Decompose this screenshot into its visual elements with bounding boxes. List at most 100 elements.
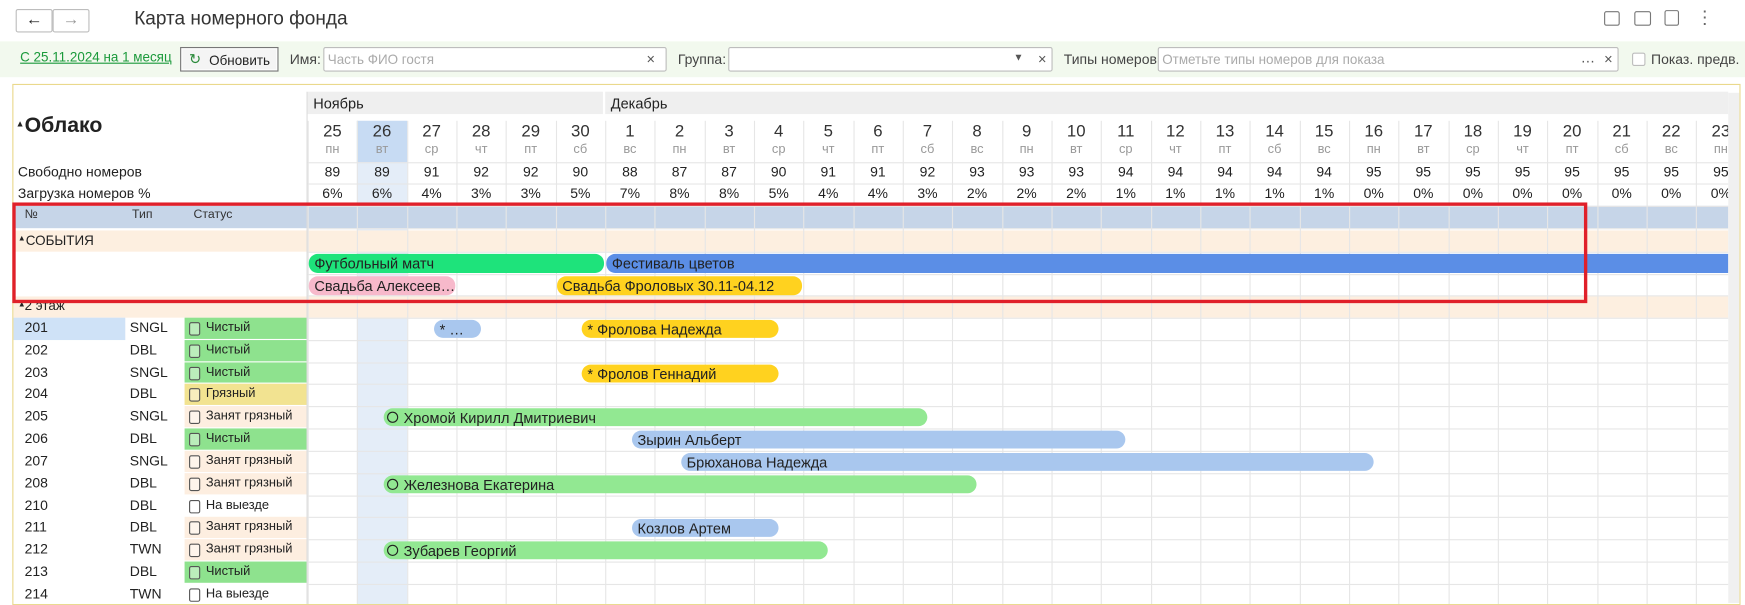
weekday: чт [1516, 143, 1529, 157]
event-bar: Фестиваль цветов [606, 253, 1729, 273]
load-percent: 1% [1264, 185, 1285, 202]
grid-hline [307, 228, 1729, 230]
refresh-icon: ↻ [189, 50, 202, 68]
free-count: 91 [870, 164, 886, 181]
forward-button[interactable]: → [52, 8, 90, 33]
period-link[interactable]: С 25.11.2024 на 1 месяц [20, 49, 172, 65]
booking-bar[interactable]: * Фролова Надежда [581, 319, 779, 338]
types-input[interactable]: Отметьте типы номеров для показа … × [1157, 46, 1619, 72]
room-type: DBL [129, 430, 157, 447]
day-number: 25 [323, 121, 342, 141]
room-type: DBL [129, 475, 157, 491]
refresh-button[interactable]: ↻ Обновить [180, 46, 279, 72]
day-number: 3 [724, 121, 734, 141]
free-count: 87 [721, 164, 737, 181]
status-cell [184, 339, 307, 361]
day-number: 18 [1463, 121, 1483, 141]
room-status: Чистый [205, 431, 251, 446]
booking-bar[interactable]: Железнова Екатерина [383, 475, 978, 494]
status-cell [184, 583, 307, 605]
dropdown-icon[interactable]: ▼ [1013, 51, 1024, 63]
save-icon[interactable] [1604, 11, 1620, 26]
name-label: Имя: [289, 51, 321, 68]
free-count: 93 [969, 164, 985, 181]
grid-hline [307, 205, 1729, 207]
event-bar: Свадьба Алексеев… [308, 275, 456, 295]
day-number: 9 [1021, 121, 1032, 141]
grid-hline [307, 450, 1729, 452]
weekday: пн [1366, 143, 1381, 157]
free-count: 88 [622, 164, 638, 181]
weekday: пн [1713, 143, 1728, 157]
more-menu[interactable]: ⋮ [1695, 8, 1714, 28]
load-percent: 0% [1611, 185, 1632, 202]
free-count: 91 [820, 164, 837, 181]
name-input[interactable]: Часть ФИО гостя × [323, 46, 667, 72]
clear-icon[interactable]: × [1038, 50, 1047, 68]
room-number: 205 [24, 408, 48, 425]
room-number: 213 [24, 563, 48, 580]
event-bar: Свадьба Фроловых 30.11-04.12 [556, 275, 803, 295]
booking-bar[interactable]: Брюханова Надежда [681, 452, 1374, 471]
booking-bar[interactable]: * Фролов Геннадий [581, 364, 779, 383]
grid-hline [307, 362, 1729, 364]
room-status: Занят грязный [205, 409, 293, 424]
select-icon[interactable]: … [1580, 49, 1596, 66]
print-icon[interactable] [1634, 11, 1652, 26]
day-number: 14 [1265, 121, 1284, 141]
weekday: сб [1267, 143, 1282, 157]
free-count: 90 [572, 164, 589, 181]
room-number: 212 [24, 541, 48, 558]
weekday: чт [821, 143, 835, 157]
free-count: 89 [324, 164, 341, 181]
booking-bar[interactable]: Зубарев Георгий [383, 541, 829, 560]
show-checkbox[interactable] [1632, 52, 1646, 66]
weekday: чт [1169, 143, 1182, 157]
booking-bar[interactable]: Зырин Альберт [631, 430, 1126, 449]
group-input[interactable]: ▼ × [728, 46, 1053, 72]
day-number: 11 [1117, 121, 1135, 141]
weekday: пт [871, 143, 885, 157]
free-count: 95 [1613, 164, 1630, 181]
grid-hline [307, 162, 1729, 164]
day-number: 15 [1314, 121, 1334, 141]
day-number: 19 [1513, 121, 1532, 141]
day-number: 16 [1364, 121, 1384, 141]
load-percent: 0% [1512, 185, 1533, 202]
month-cell [307, 91, 603, 115]
booking-bar[interactable]: * … [434, 319, 482, 338]
back-button[interactable]: ← [15, 8, 53, 33]
room-status: Чистый [205, 365, 251, 379]
group-label: Группа: [677, 51, 727, 68]
booking-bar[interactable]: Хромой Кирилл Дмитриевич [383, 408, 928, 427]
free-count: 93 [1018, 164, 1035, 181]
weekday: чт [474, 143, 488, 157]
month-label: Декабрь [610, 95, 668, 112]
weekday: ср [424, 143, 439, 157]
room-type: DBL [129, 563, 157, 580]
grid-hline [307, 295, 1729, 297]
clear-icon[interactable]: × [646, 50, 656, 68]
day-number: 20 [1562, 121, 1582, 141]
status-icon [189, 566, 201, 580]
free-count: 92 [919, 164, 936, 181]
preview-icon[interactable] [1664, 10, 1680, 26]
status-cell [184, 517, 307, 539]
weekday: сб [573, 143, 588, 157]
booking-bar[interactable]: Козлов Артем [631, 519, 779, 538]
load-percent: 5% [570, 185, 591, 202]
page-title: Карта номерного фонда [134, 7, 348, 30]
clear-icon[interactable]: × [1604, 50, 1613, 68]
weekday: пт [1218, 143, 1232, 157]
room-number: 208 [24, 475, 48, 491]
free-count: 90 [770, 164, 787, 181]
day-number: 29 [521, 121, 541, 141]
day-number: 8 [972, 121, 982, 141]
scrollbar[interactable] [1728, 92, 1740, 603]
load-percent: 3% [520, 185, 541, 202]
events-label: СОБЫТИЯ [25, 232, 94, 249]
grid-hline [307, 517, 1729, 519]
collapse-icon: ▲ [15, 118, 25, 129]
day-number: 4 [774, 121, 784, 141]
